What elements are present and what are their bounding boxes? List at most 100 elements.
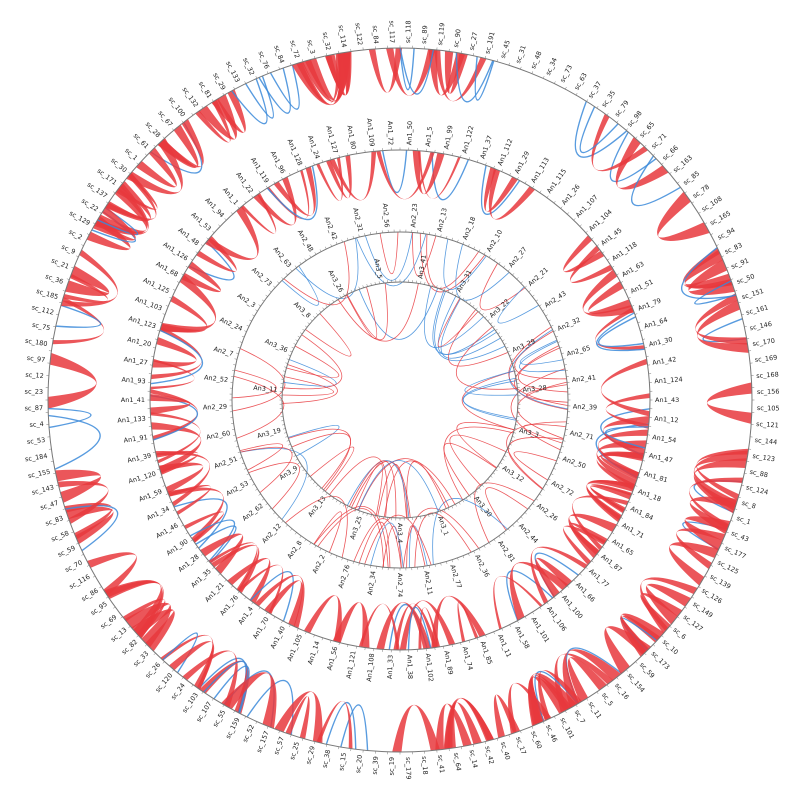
ring-tick	[562, 440, 566, 442]
ring-tick	[493, 165, 495, 169]
link	[364, 232, 413, 281]
ring-tick	[635, 661, 638, 664]
ring-tick	[291, 346, 295, 349]
node-label: sc_184	[24, 452, 48, 463]
node-label: sc_132	[181, 86, 200, 109]
link	[479, 263, 526, 311]
ring-tick	[634, 485, 638, 487]
link	[449, 434, 507, 487]
ring-tick	[290, 528, 293, 531]
ring-tick	[620, 281, 624, 283]
ring-tick	[319, 249, 322, 252]
ring-tick	[504, 343, 507, 345]
ring-tick	[628, 297, 631, 299]
node-label: sc_100	[167, 96, 187, 119]
ring-tick	[635, 136, 638, 139]
ribbon	[603, 416, 650, 457]
link	[358, 288, 439, 340]
link	[246, 679, 294, 735]
link	[514, 345, 568, 410]
ring-tick	[286, 358, 290, 360]
ring-tick	[559, 347, 563, 349]
ring-tick	[492, 472, 496, 475]
link	[440, 298, 501, 359]
ribbon	[264, 580, 303, 627]
ring-tick	[258, 493, 261, 496]
ring-tick	[358, 562, 360, 566]
ring-tick	[579, 573, 582, 576]
ring-tick	[176, 517, 180, 519]
ribbon	[105, 180, 151, 222]
node-label: sc_112	[31, 303, 55, 316]
link	[507, 437, 564, 490]
node-label: An2_24	[218, 316, 243, 333]
ring-tick	[181, 120, 184, 123]
ring-tick	[726, 266, 729, 269]
node-label: An1_66	[574, 581, 597, 604]
node-label: sc_47	[39, 499, 59, 512]
ring-tick	[616, 524, 619, 527]
ring-tick	[472, 744, 474, 747]
node-label: sc_59	[56, 544, 76, 559]
link	[288, 428, 352, 491]
node-label: sc_79	[613, 99, 631, 119]
ring-tick	[162, 136, 165, 139]
node-label: sc_2	[67, 228, 83, 242]
node-label: An3_8	[292, 300, 312, 319]
link	[309, 446, 355, 492]
link	[282, 376, 334, 396]
node-label: An1_29	[513, 150, 531, 175]
ring-tick	[484, 316, 487, 319]
link	[358, 458, 456, 511]
link	[239, 443, 284, 471]
ring-tick	[297, 169, 299, 172]
ring-tick	[602, 546, 605, 549]
node-label: sc_89	[420, 25, 429, 44]
node-label: sc_91	[730, 256, 750, 270]
ribbon	[181, 261, 221, 293]
node-label: sc_94	[716, 226, 736, 242]
node-label: An1_81	[643, 470, 669, 485]
ring-tick	[611, 532, 615, 535]
node-label: sc_95	[89, 600, 109, 617]
ring-tick	[446, 236, 448, 239]
ring-tick	[483, 545, 486, 548]
ring-tick	[136, 635, 139, 638]
ring-tick	[488, 542, 491, 545]
ring-tick	[443, 509, 446, 512]
ring-tick	[512, 436, 515, 438]
node-label: An1_27	[123, 355, 148, 366]
link	[329, 456, 388, 518]
ring-tick	[302, 469, 305, 472]
ring-tick	[644, 144, 647, 147]
node-label: An1_40	[269, 625, 287, 650]
ring-tick	[289, 624, 291, 628]
link	[249, 570, 294, 622]
ring-tick	[181, 273, 184, 276]
ribbon	[457, 601, 479, 643]
ribbon	[325, 51, 351, 96]
node-label: sc_114	[337, 24, 348, 48]
link	[55, 304, 102, 328]
ring-tick	[512, 362, 515, 364]
ring-tick	[493, 258, 496, 261]
node-label: sc_151	[741, 287, 765, 301]
ring-tick	[532, 611, 535, 615]
ring-tick	[499, 335, 503, 338]
ring-tick	[212, 230, 215, 233]
ring-tick	[302, 59, 304, 62]
link	[282, 334, 343, 390]
link	[379, 231, 399, 274]
ring-tick	[258, 607, 261, 610]
link	[579, 106, 619, 154]
link	[291, 432, 351, 489]
node-label: An1_58	[513, 625, 531, 650]
ring-tick	[447, 289, 450, 293]
ring-tick	[258, 304, 261, 307]
link	[506, 421, 567, 490]
ring-tick	[564, 364, 567, 366]
node-label: An1_99	[442, 125, 454, 150]
ring-tick	[347, 644, 349, 648]
ring-tick	[472, 304, 475, 308]
link	[282, 364, 338, 404]
